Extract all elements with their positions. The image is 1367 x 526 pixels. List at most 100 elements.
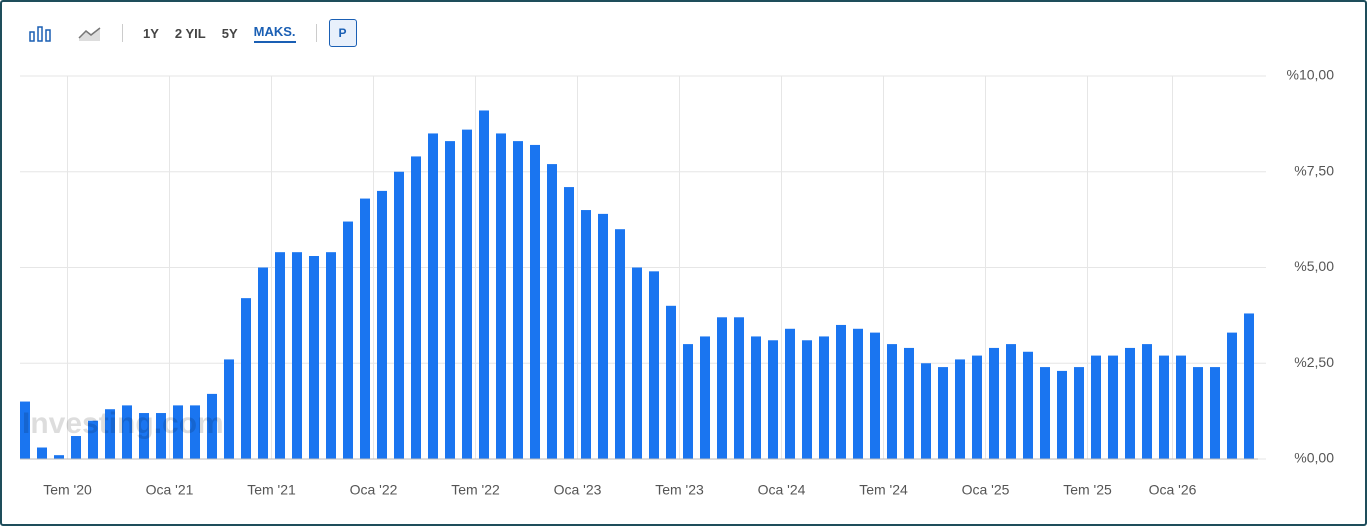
bar	[88, 420, 98, 459]
x-tick-label: Tem '23	[655, 482, 704, 498]
bar	[972, 355, 982, 459]
bar	[955, 359, 965, 459]
bar	[1006, 344, 1016, 459]
y-tick-label: %2,50	[1294, 354, 1334, 370]
bar	[479, 110, 489, 459]
separator	[315, 24, 317, 42]
bar	[649, 271, 659, 459]
y-tick-label: %0,00	[1294, 450, 1334, 466]
bar	[513, 141, 523, 460]
bar	[1142, 344, 1152, 459]
bar	[717, 317, 727, 459]
bar	[989, 347, 999, 459]
bar	[292, 252, 302, 459]
separator	[122, 24, 123, 42]
bar	[71, 436, 81, 459]
bar	[887, 344, 897, 459]
bar	[343, 221, 353, 459]
x-tick-label: Oca '26	[1149, 482, 1197, 498]
y-tick-label: %10,00	[1287, 67, 1335, 83]
bar	[173, 405, 183, 459]
bar	[921, 363, 931, 459]
bar	[819, 336, 829, 459]
bar	[122, 405, 132, 459]
toolbar: 1Y 2 YIL 5Y MAKS. P	[28, 18, 357, 48]
bar	[258, 267, 268, 459]
bar	[207, 393, 217, 459]
bar	[37, 447, 47, 459]
bar	[683, 344, 693, 459]
watermark: Investing.com	[22, 407, 224, 440]
x-tick-label: Oca '23	[554, 482, 602, 498]
bar	[139, 413, 149, 459]
bar	[428, 133, 438, 459]
bar	[224, 359, 234, 459]
bar	[462, 129, 472, 459]
bar	[1193, 367, 1203, 459]
bar	[105, 409, 115, 459]
bar	[190, 405, 200, 459]
bar	[1159, 355, 1169, 459]
y-tick-label: %7,50	[1294, 162, 1334, 178]
bar-chart-icon[interactable]	[28, 23, 52, 43]
bar	[1074, 367, 1084, 459]
x-tick-label: Tem '24	[859, 482, 908, 498]
bar	[615, 229, 625, 459]
bar	[1210, 367, 1220, 459]
bar	[1227, 332, 1237, 459]
x-tick-label: Tem '25	[1063, 482, 1112, 498]
bar	[1091, 355, 1101, 459]
x-tick-label: Oca '25	[962, 482, 1010, 498]
bar	[377, 190, 387, 459]
bar	[309, 256, 319, 459]
bar	[547, 164, 557, 459]
x-tick-label: Oca '22	[350, 482, 398, 498]
y-tick-label: %5,00	[1294, 258, 1334, 274]
bar	[666, 305, 676, 459]
bar	[802, 340, 812, 459]
bar	[1057, 370, 1067, 459]
bar	[598, 213, 608, 459]
bar	[394, 171, 404, 459]
bar	[496, 133, 506, 459]
bar	[1040, 367, 1050, 459]
x-tick-label: Tem '22	[451, 482, 500, 498]
x-tick-label: Tem '21	[247, 482, 296, 498]
bar	[700, 336, 710, 459]
bar	[938, 367, 948, 459]
bar	[1108, 355, 1118, 459]
bar	[20, 401, 30, 459]
line-chart-icon[interactable]	[78, 23, 102, 43]
bar	[785, 328, 795, 459]
bar	[156, 413, 166, 459]
range-button[interactable]: 1Y	[143, 25, 159, 41]
bar	[1176, 355, 1186, 459]
bar	[530, 144, 540, 459]
bar	[632, 267, 642, 459]
bar	[241, 298, 251, 459]
bar	[581, 210, 591, 459]
bar	[360, 198, 370, 459]
bar	[904, 347, 914, 459]
bar	[768, 340, 778, 459]
p-button[interactable]: P	[328, 19, 357, 47]
bar	[1023, 351, 1033, 459]
bar	[836, 324, 846, 459]
x-tick-label: Tem '20	[43, 482, 92, 498]
x-tick-label: Oca '21	[146, 482, 194, 498]
bar	[870, 332, 880, 459]
bar	[275, 252, 285, 459]
bar	[853, 328, 863, 459]
bar	[326, 252, 336, 459]
range-button[interactable]: MAKS.	[253, 24, 296, 43]
bar	[734, 317, 744, 459]
bar	[751, 336, 761, 459]
bar	[564, 187, 574, 459]
bar	[445, 141, 455, 460]
range-button[interactable]: 5Y	[221, 25, 238, 41]
range-button[interactable]: 2 YIL	[174, 25, 206, 41]
bar	[54, 455, 64, 459]
bar	[1244, 313, 1254, 459]
x-tick-label: Oca '24	[758, 482, 806, 498]
